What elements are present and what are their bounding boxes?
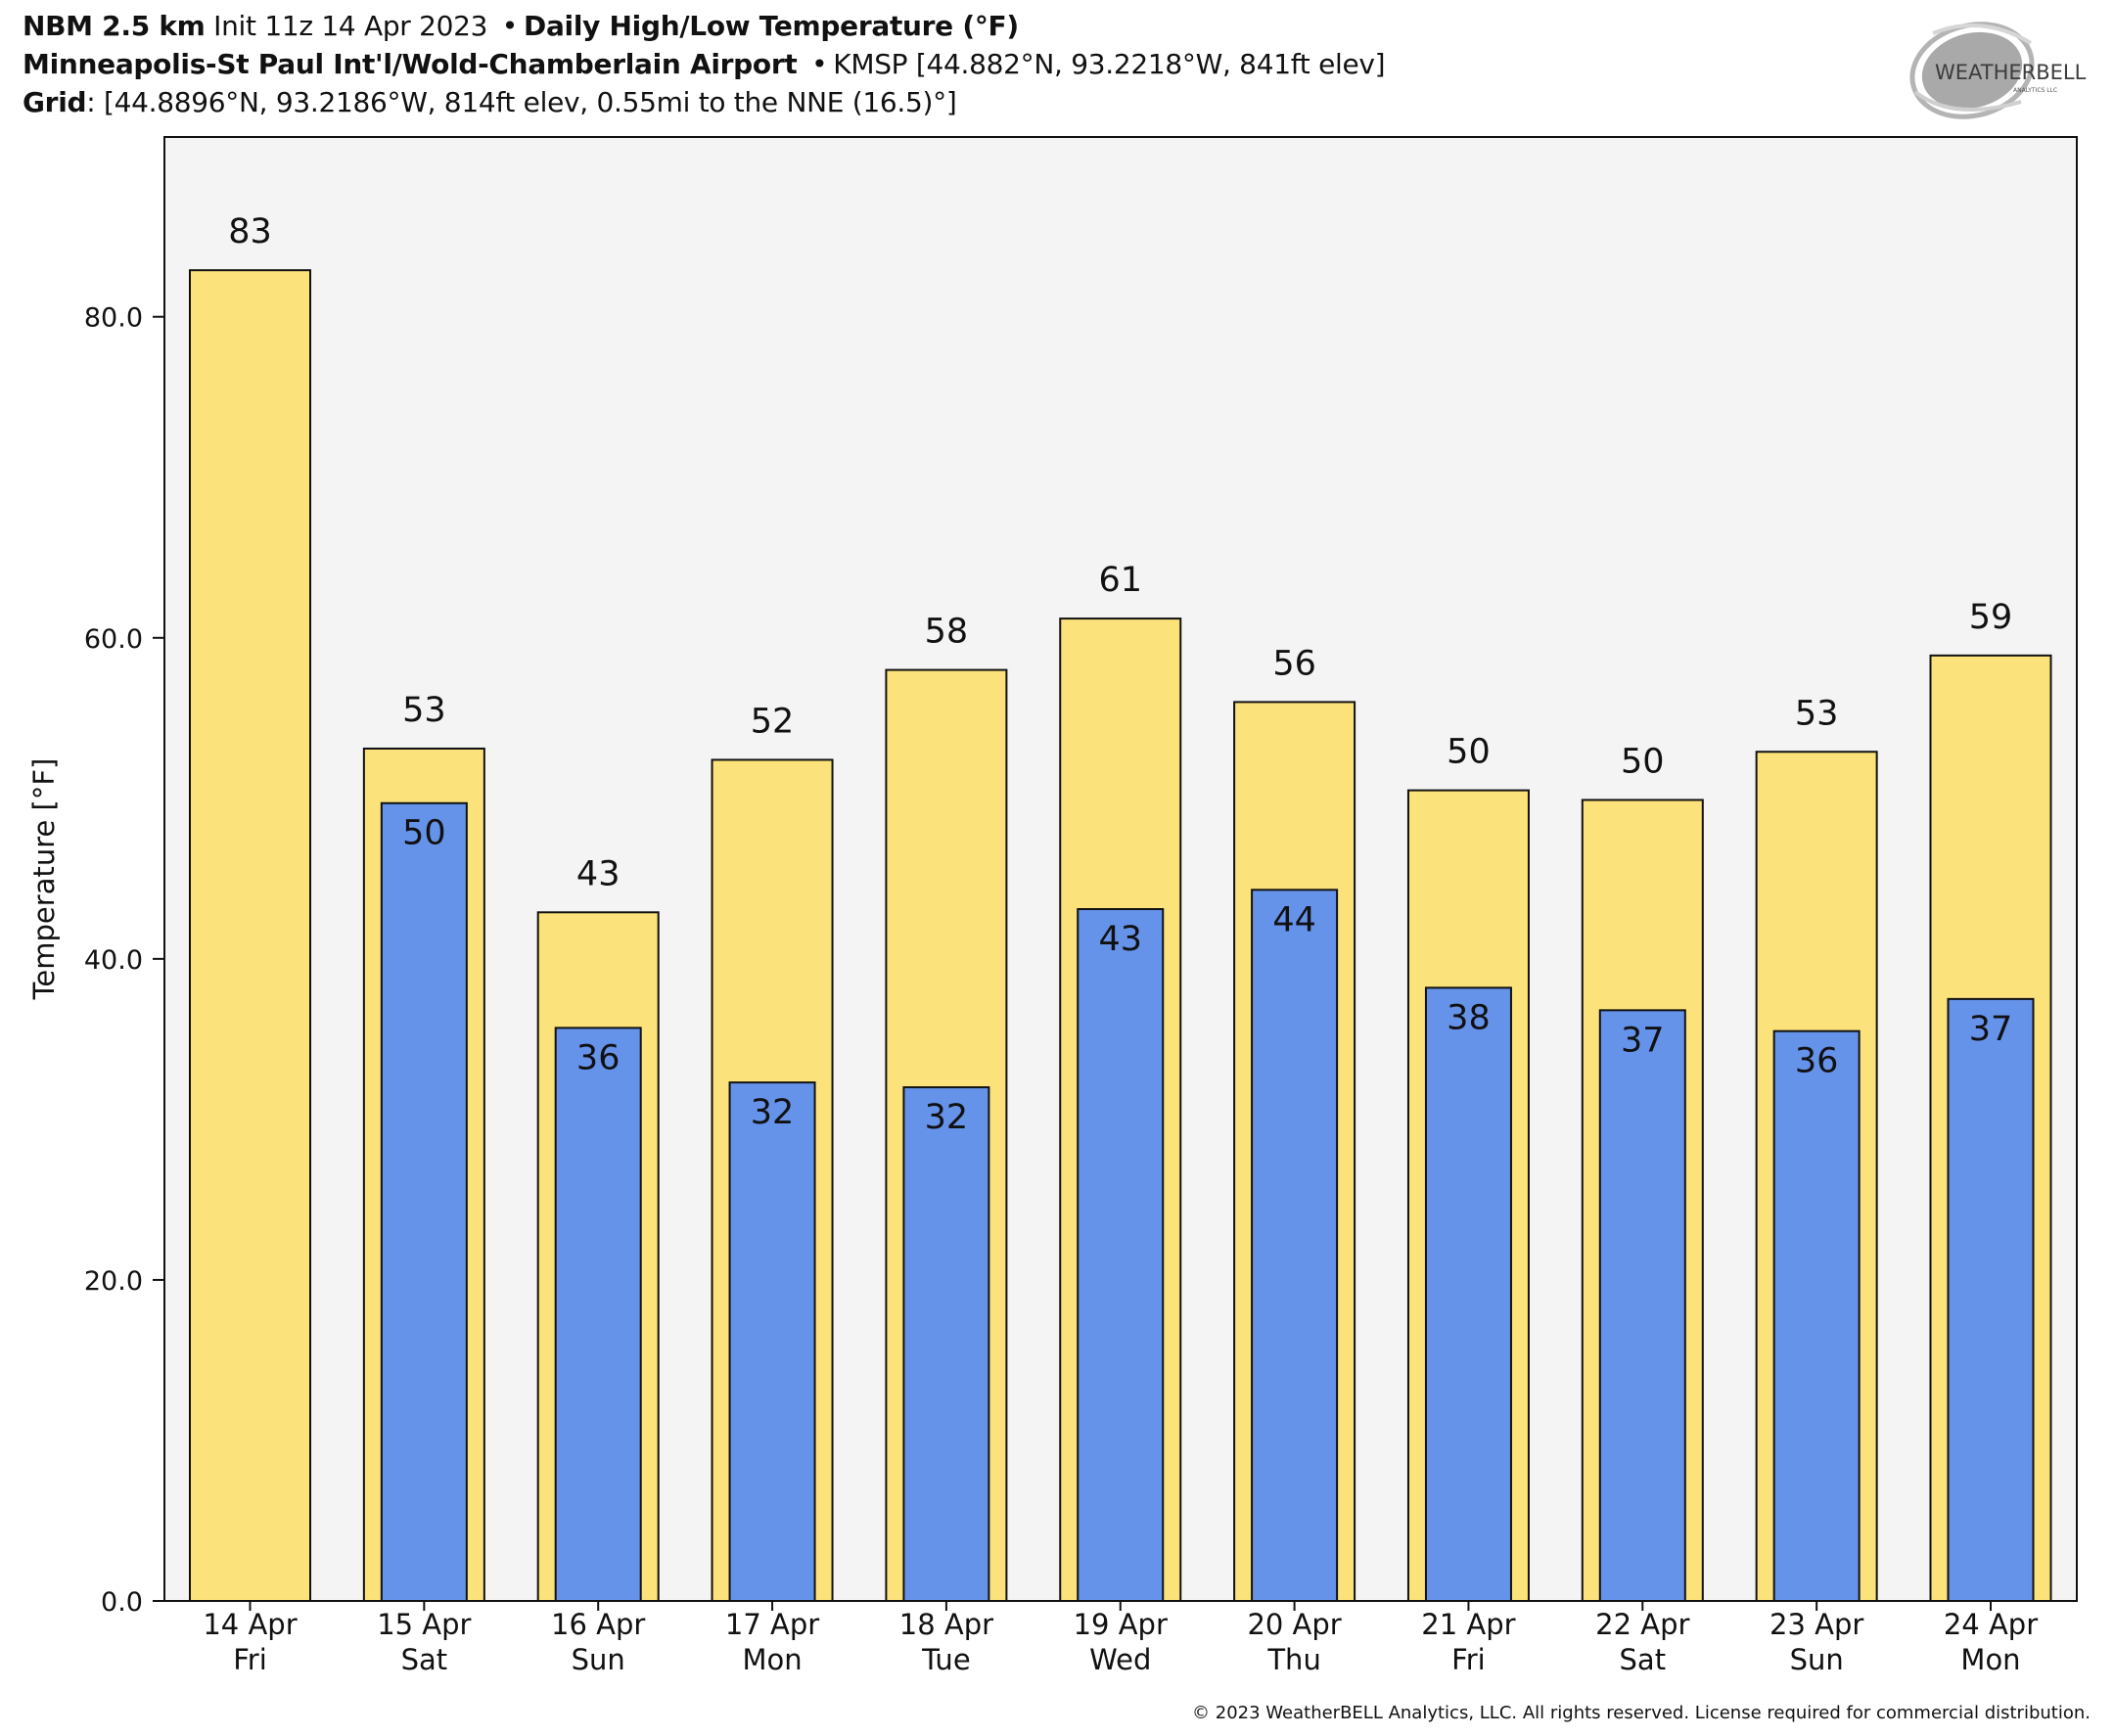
low-temp-label: 44 (1272, 900, 1316, 939)
y-tick-label: 0.0 (101, 1587, 143, 1618)
low-temp-bar (1251, 889, 1339, 1602)
low-temp-bar (1598, 1009, 1686, 1602)
low-temp-label: 37 (1969, 1010, 2013, 1049)
x-tick-label-date: 19 Apr (1074, 1608, 1168, 1641)
x-tick-label-weekday: Mon (1960, 1643, 2020, 1676)
high-temp-label: 52 (751, 702, 795, 741)
header-line-model: NBM 2.5 km Init 11z 14 Apr 2023 • Daily H… (23, 10, 1019, 42)
x-tick-label-weekday: Sat (1620, 1643, 1667, 1676)
x-tick-label-date: 16 Apr (551, 1608, 645, 1641)
y-axis: 0.0 20.0 40.0 60.0 80.0 (84, 303, 164, 1618)
low-temp-bar (728, 1081, 816, 1602)
product-title: Daily High/Low Temperature (°F) (524, 10, 1019, 42)
high-temp-label: 59 (1969, 598, 2013, 637)
x-tick-label-date: 15 Apr (377, 1608, 471, 1641)
low-temp-bar (1424, 986, 1512, 1602)
y-tick-label: 80.0 (84, 303, 143, 334)
grid-label: Grid (23, 86, 87, 118)
copyright-notice: © 2023 WeatherBELL Analytics, LLC. All r… (1192, 1703, 2091, 1723)
low-temp-label: 37 (1621, 1021, 1665, 1060)
x-tick-label-weekday: Sat (401, 1643, 448, 1676)
header-line-station: Minneapolis-St Paul Int'l/Wold-Chamberla… (23, 48, 1386, 80)
x-tick-label-date: 24 Apr (1944, 1608, 2038, 1641)
logo-text: WEATHERBELL (1935, 61, 2087, 84)
y-tick-label: 60.0 (84, 624, 143, 655)
y-tick-label: 40.0 (84, 945, 143, 976)
low-temp-label: 32 (751, 1093, 795, 1132)
low-temp-label: 36 (1795, 1042, 1839, 1081)
low-temp-label: 50 (402, 814, 446, 853)
init-time: Init 11z 14 Apr 2023 (213, 10, 488, 42)
low-temp-bar (902, 1086, 990, 1603)
logo-subtext: ANALYTICS LLC (2013, 87, 2057, 94)
weatherbell-logo-icon: WEATHERBELL ANALYTICS LLC (1909, 22, 2087, 119)
x-tick-label-date: 21 Apr (1421, 1608, 1515, 1641)
x-tick-label-weekday: Sun (572, 1643, 625, 1676)
high-temp-label: 53 (402, 691, 446, 730)
x-tick-label-date: 22 Apr (1595, 1608, 1689, 1641)
x-tick-label-weekday: Fri (233, 1643, 267, 1676)
high-temp-label: 50 (1621, 742, 1665, 781)
separator: • (501, 10, 519, 42)
low-temp-label: 43 (1098, 920, 1142, 959)
model-name: NBM 2.5 km (23, 10, 206, 42)
low-temp-bar (1947, 997, 2035, 1602)
high-temp-label: 53 (1795, 694, 1839, 733)
low-temp-label: 38 (1447, 998, 1491, 1037)
x-tick-label-weekday: Sun (1790, 1643, 1844, 1676)
x-tick-label-date: 18 Apr (899, 1608, 993, 1641)
x-tick-label-weekday: Mon (742, 1643, 802, 1676)
low-temp-bar (1077, 908, 1165, 1602)
high-temp-label: 58 (925, 613, 969, 652)
low-temp-label: 32 (925, 1098, 969, 1137)
station-info: KMSP [44.882°N, 93.2218°W, 841ft elev] (833, 48, 1386, 80)
low-temp-label: 36 (576, 1038, 620, 1077)
x-tick-label-date: 20 Apr (1247, 1608, 1341, 1641)
x-tick-label-weekday: Fri (1451, 1643, 1486, 1676)
low-temp-bar (380, 801, 468, 1602)
header-line-grid: Grid: [44.8896°N, 93.2186°W, 814ft elev,… (23, 86, 957, 118)
high-temp-label: 83 (228, 212, 272, 251)
x-tick-label-weekday: Wed (1089, 1643, 1151, 1676)
low-temp-bar (554, 1027, 642, 1603)
high-temp-label: 61 (1098, 561, 1142, 600)
x-tick-label-date: 17 Apr (725, 1608, 819, 1641)
station-name: Minneapolis-St Paul Int'l/Wold-Chamberla… (23, 48, 798, 80)
separator: • (811, 48, 828, 80)
grid-info: : [44.8896°N, 93.2186°W, 814ft elev, 0.5… (86, 86, 957, 118)
high-temp-bar (189, 269, 311, 1602)
x-tick-label-weekday: Thu (1266, 1643, 1320, 1676)
high-temp-label: 50 (1447, 733, 1491, 772)
y-tick-label: 20.0 (84, 1266, 143, 1297)
y-axis-label: Temperature [°F] (27, 758, 61, 1001)
high-temp-label: 43 (576, 854, 620, 893)
x-tick-label-weekday: Tue (921, 1643, 971, 1676)
low-temp-bar (1772, 1029, 1861, 1602)
high-temp-label: 56 (1272, 644, 1316, 683)
bars-group: 83 53 50 43 36 52 32 58 32 61 43 56 44 50 38 50 37 53 36 59… (189, 212, 2052, 1603)
x-tick-label-date: 14 Apr (203, 1608, 297, 1641)
x-tick-label-date: 23 Apr (1769, 1608, 1863, 1641)
